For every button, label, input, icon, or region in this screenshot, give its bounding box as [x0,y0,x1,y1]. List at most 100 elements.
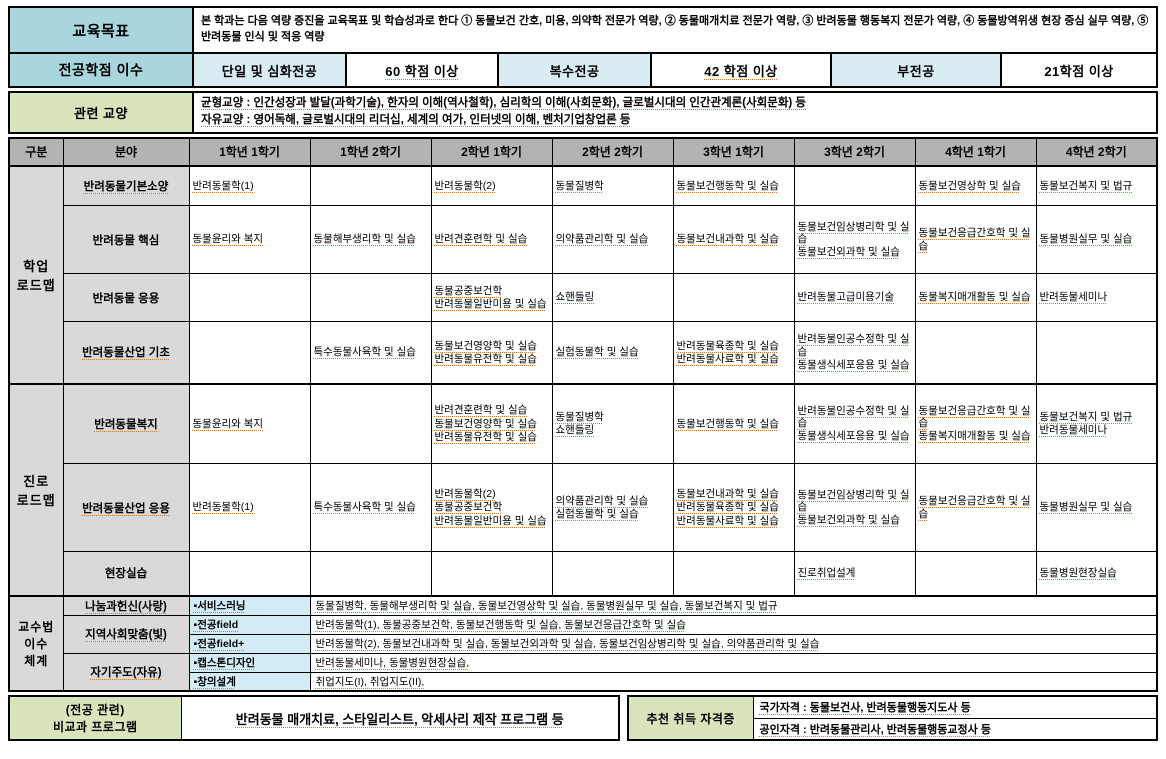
course-cell: 반려동물고급미용기술 [793,273,916,322]
course-item: 반려동물사료학 및 실습 [676,514,779,527]
course-cell [188,321,311,384]
course-item: 반려동물일반미용 및 실습 [434,298,547,310]
course-cell: 진로취업설계 [793,551,916,596]
method-name-major-field-plus: ▪전공field+ [188,633,311,654]
course-cell: 특수동물사육학 및 실습 [309,321,432,384]
course-cell: 동물보건내과학 및 실습 반려동물육종학 및 실습 반려동물사료학 및 실습 [672,463,795,552]
method-courses-text: 반려동물세미나, 동물병원현장실습, [315,657,470,669]
cert-line-private: 공인자격 : 반려동물관리사, 반려동물행동교정사 등 [752,717,1158,741]
cert-line-national: 국가자격 : 동물보건사, 반려동물행동지도사 등 [752,695,1158,719]
course-cell [1035,321,1158,384]
liberal-arts-table: 관련 교양 균형교양 : 인간성장과 발달(과학기술), 한자의 이해(역사철학… [8,91,1158,134]
col-header-sem-2-1: 2학년 1학기 [430,137,553,166]
liberal-text: 균형교양 : 인간성장과 발달(과학기술), 한자의 이해(역사철학), 심리학… [192,91,1158,134]
method-group-sharing: 나눔과헌신(사랑) [62,594,190,616]
credit-value-text: 42 학점 이상 [704,63,778,79]
method-name-text: ▪창의설계 [193,675,236,688]
course-item: 반려동물세미나 [1039,424,1108,437]
field-label-text: 반려동물기본소양 [83,180,169,193]
course-item: 동물공중보건학 [434,284,503,297]
credit-type-double-major: 복수전공 [497,52,652,88]
liberal-line-balanced: 균형교양 : 인간성장과 발달(과학기술), 한자의 이해(역사철학), 심리학… [201,97,806,109]
course-item: 동물보건영양학 및 실습 [434,339,537,352]
course-item: 반려동물학(2) [434,179,496,192]
goal-text: 본 학과는 다음 역량 증진을 교육목표 및 학습성과로 한다 ① 동물보건 간… [191,6,1159,54]
credit-type-single-major: 단일 및 심화전공 [192,52,347,88]
method-courses-text: 동물질병학, 동물해부생리학 및 실습, 동물보건영상학 및 실습, 동물병원실… [315,600,778,612]
course-cell: 동물보건영양학 및 실습 반려동물유전학 및 실습 [430,321,553,384]
course-item: 동물병원현장실습 [1039,567,1117,580]
course-cell: 동물보건임상병리학 및 실습 동물보건외과학 및 실습 [793,205,916,274]
course-item: 반려동물세미나 [1039,291,1108,304]
field-label-text: 반려동물산업 응용 [82,502,170,515]
cert-line-text: 공인자격 : 반려동물관리사, 반려동물행동교정사 등 [759,723,991,736]
course-item: 동물병원실무 및 실습 [1039,233,1133,246]
cert-label: 추천 취득 자격증 [627,695,754,741]
course-item: 반려견훈련학 및 실습 [434,233,528,246]
section-career-label: 진로 로드맵 [8,382,64,596]
course-cell: 동물보건복지 및 법규 [1035,164,1158,206]
cert-line-text: 국가자격 : 동물보건사, 반려동물행동지도사 등 [759,702,971,715]
course-cell: 동물보건영상학 및 실습 [914,164,1037,206]
method-name-major-field: ▪전공field [188,614,311,635]
course-item: 반려동물인공수정학 및 실습 [797,404,910,430]
course-cell: 동물보건행동학 및 실습 [672,164,795,206]
col-header-sem-3-1: 3학년 1학기 [672,137,795,166]
liberal-label: 관련 교양 [8,91,194,134]
course-item: 실험동물학 및 실습 [555,346,639,359]
field-industry-basic: 반려동물산업 기초 [62,321,190,384]
course-cell: 의약품관리학 및 실습 [551,205,674,274]
method-courses: 반려동물세미나, 동물병원현장실습, [309,652,1158,673]
course-item: 동물보건외과학 및 실습 [797,246,900,259]
roadmap-table: 구분 분야 1학년 1학기 1학년 2학기 2학년 1학기 2학년 2학기 3학… [8,136,1158,692]
method-name-text: ▪서비스러닝 [193,600,246,612]
col-header-sem-3-2: 3학년 2학기 [793,137,916,166]
method-name-text: ▪캡스톤디자인 [193,657,256,669]
course-item: 동물보건응급간호학 및 실습 [918,227,1031,252]
bottom-strip: (전공 관련) 비교과 프로그램 반려동물 매개치료, 스타일리스트, 악세사리… [8,695,1158,741]
course-cell: 반려동물학(2) 동물공중보건학 반려동물일반미용 및 실습 [430,463,553,552]
field-label-text: 반려동물복지 [94,418,158,431]
course-cell: 반려동물학(2) [430,164,553,206]
col-header-sem-2-2: 2학년 2학기 [551,137,674,166]
course-item: 반려동물인공수정학 및 실습 [797,333,910,358]
course-cell: 반려동물인공수정학 및 실습 동물생식세포응용 및 실습 [793,382,916,464]
course-item: 동물윤리와 복지 [192,417,264,430]
course-cell: 반려견훈련학 및 실습 동물보건영양학 및 실습 반려동물유전학 및 실습 [430,382,553,464]
course-cell [309,164,432,206]
field-basic-literacy: 반려동물기본소양 [62,164,190,206]
credit-value-text: 21학점 이상 [1044,63,1114,79]
course-item: 동물해부생리학 및 실습 [313,233,416,246]
course-cell: 동물병원실무 및 실습 [1035,205,1158,274]
course-item: 반려동물고급미용기술 [797,291,895,304]
course-cell: 실험동물학 및 실습 [551,321,674,384]
course-cell: 동물공중보건학 반려동물일반미용 및 실습 [430,273,553,322]
course-cell [672,273,795,322]
course-item: 반려동물육종학 및 실습 [676,501,779,514]
credit-value-minor: 21학점 이상 [999,52,1159,88]
section-methods-label: 교수법 이수 체계 [8,594,64,692]
course-item: 반려동물학(1) [192,179,254,192]
course-cell: 동물질병학 [551,164,674,206]
field-industry-applied: 반려동물산업 응용 [62,463,190,552]
course-item: 동물보건영양학 및 실습 [434,417,537,430]
extracurricular-text-cell: 반려동물 매개치료, 스타일리스트, 악세사리 제작 프로그램 등 [180,695,620,741]
course-item: 반려동물유전학 및 실습 [434,430,537,443]
course-item: 반려동물유전학 및 실습 [434,352,537,365]
course-item: 동물보건응급간호학 및 실습 [918,404,1031,430]
col-header-sem-4-2: 4학년 2학기 [1035,137,1158,166]
col-header-sem-1-2: 1학년 2학기 [309,137,432,166]
course-item: 의약품관리학 및 실습 [555,233,649,246]
method-group-text: 지역사회맞춤(빛) [85,629,167,641]
method-name-text: ▪전공field [193,619,239,631]
course-item: 동물보건행동학 및 실습 [676,417,779,430]
course-cell: 동물병원실무 및 실습 [1035,463,1158,552]
course-cell [309,273,432,322]
course-item: 동물생식세포응용 및 실습 [797,430,910,443]
course-item: 반려견훈련학 및 실습 [434,404,528,417]
method-courses-text: 반려동물학(2), 동물보건내과학 및 실습, 동물보건외과학 및 실습, 동물… [315,638,820,650]
method-courses: 취업지도(I), 취업지도(II), [309,671,1158,692]
field-welfare: 반려동물복지 [62,382,190,464]
course-cell: 동물해부생리학 및 실습 [309,205,432,274]
